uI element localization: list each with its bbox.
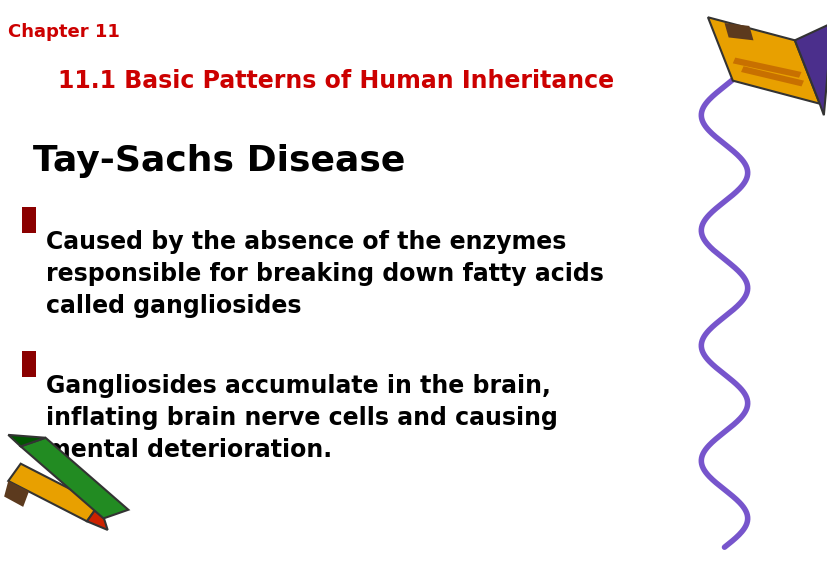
Text: Gangliosides accumulate in the brain,
inflating brain nerve cells and causing
me: Gangliosides accumulate in the brain, in… xyxy=(45,374,557,461)
FancyBboxPatch shape xyxy=(22,351,36,377)
Text: 11.1 Basic Patterns of Human Inheritance: 11.1 Basic Patterns of Human Inheritance xyxy=(58,69,614,93)
Text: Caused by the absence of the enzymes
responsible for breaking down fatty acids
c: Caused by the absence of the enzymes res… xyxy=(45,230,603,317)
Text: Chapter 11: Chapter 11 xyxy=(8,23,120,41)
Text: Tay-Sachs Disease: Tay-Sachs Disease xyxy=(33,144,405,178)
FancyBboxPatch shape xyxy=(22,207,36,233)
